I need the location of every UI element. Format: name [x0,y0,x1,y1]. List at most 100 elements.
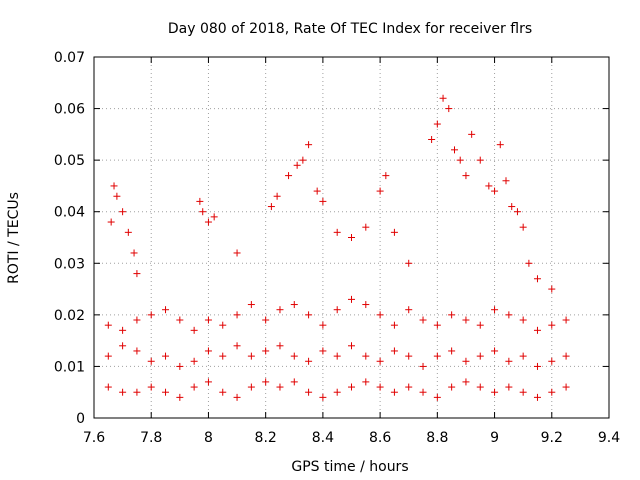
data-point [508,203,516,211]
data-point [233,311,241,319]
data-point [491,187,499,195]
data-point [476,321,484,329]
data-point [405,352,413,360]
data-point [190,357,198,365]
y-tick-label: 0.03 [54,256,85,272]
data-point [476,156,484,164]
plot-frame [93,56,610,419]
data-point [376,187,384,195]
data-point [433,321,441,329]
axis-ticks [93,56,610,419]
data-point [476,352,484,360]
x-tick-label: 9.4 [598,430,620,446]
data-point [319,347,327,355]
data-point [548,357,556,365]
data-point [485,182,493,190]
data-point [428,136,436,144]
data-point [285,172,293,180]
data-point [533,326,541,334]
data-point [276,383,284,391]
data-point [267,203,275,211]
data-point [462,378,470,386]
data-point [333,352,341,360]
data-point [491,306,499,314]
data-point [376,357,384,365]
data-point [190,383,198,391]
data-point [210,213,218,221]
data-point [305,357,313,365]
data-point [548,285,556,293]
data-point [462,316,470,324]
data-point [562,383,570,391]
data-point [390,388,398,396]
data-point [162,352,170,360]
data-point [176,316,184,324]
data-point [519,388,527,396]
data-point [456,156,464,164]
data-point [333,228,341,236]
data-point [104,321,112,329]
data-point [468,130,476,138]
y-tick-label: 0 [76,411,85,427]
x-tick-labels: 7.6 7.8 8 8.2 8.4 8.6 8.8 9 9.2 9.4 [83,430,620,446]
data-point [124,228,132,236]
data-point [362,223,370,231]
data-point [405,306,413,314]
x-tick-label: 8.8 [426,430,448,446]
data-point [419,362,427,370]
data-point [476,383,484,391]
data-point [533,275,541,283]
data-point [290,301,298,309]
data-point [362,301,370,309]
data-point [533,362,541,370]
y-axis-label: ROTI / TECUs [6,192,22,284]
data-point [133,388,141,396]
data-point [119,326,127,334]
data-point [276,306,284,314]
data-point [233,342,241,350]
y-tick-label: 0.04 [54,205,85,221]
data-point [110,182,118,190]
x-axis-label: GPS time / hours [291,459,408,475]
data-point [319,197,327,205]
data-point [104,352,112,360]
grid [94,57,609,418]
x-tick-label: 8 [204,430,213,446]
data-point [491,347,499,355]
data-point [376,383,384,391]
data-point [348,342,355,350]
data-point [233,249,241,257]
data-point [390,321,398,329]
data-point [196,197,204,205]
data-point [219,321,227,329]
data-point [299,156,307,164]
data-point [505,311,513,319]
data-point [348,234,355,241]
data-point [176,362,184,370]
data-point [519,223,527,231]
data-point [513,208,521,216]
data-points [104,94,570,401]
data-point [451,146,458,154]
data-point [290,378,298,386]
data-point [505,383,513,391]
data-point [119,342,127,350]
data-point [439,94,447,102]
data-point [348,383,355,391]
data-point [219,388,227,396]
data-point [147,311,155,319]
data-point [319,393,327,401]
data-point [262,316,270,324]
x-tick-label: 8.2 [255,430,277,446]
y-tick-labels: 0 0.01 0.02 0.03 0.04 0.05 0.06 0.07 [54,50,85,427]
data-point [162,306,170,314]
data-point [362,352,370,360]
data-point [247,383,255,391]
data-point [433,352,441,360]
data-point [433,120,441,128]
data-point [405,259,413,267]
data-point [176,393,184,401]
data-point [462,172,470,180]
data-point [548,388,556,396]
